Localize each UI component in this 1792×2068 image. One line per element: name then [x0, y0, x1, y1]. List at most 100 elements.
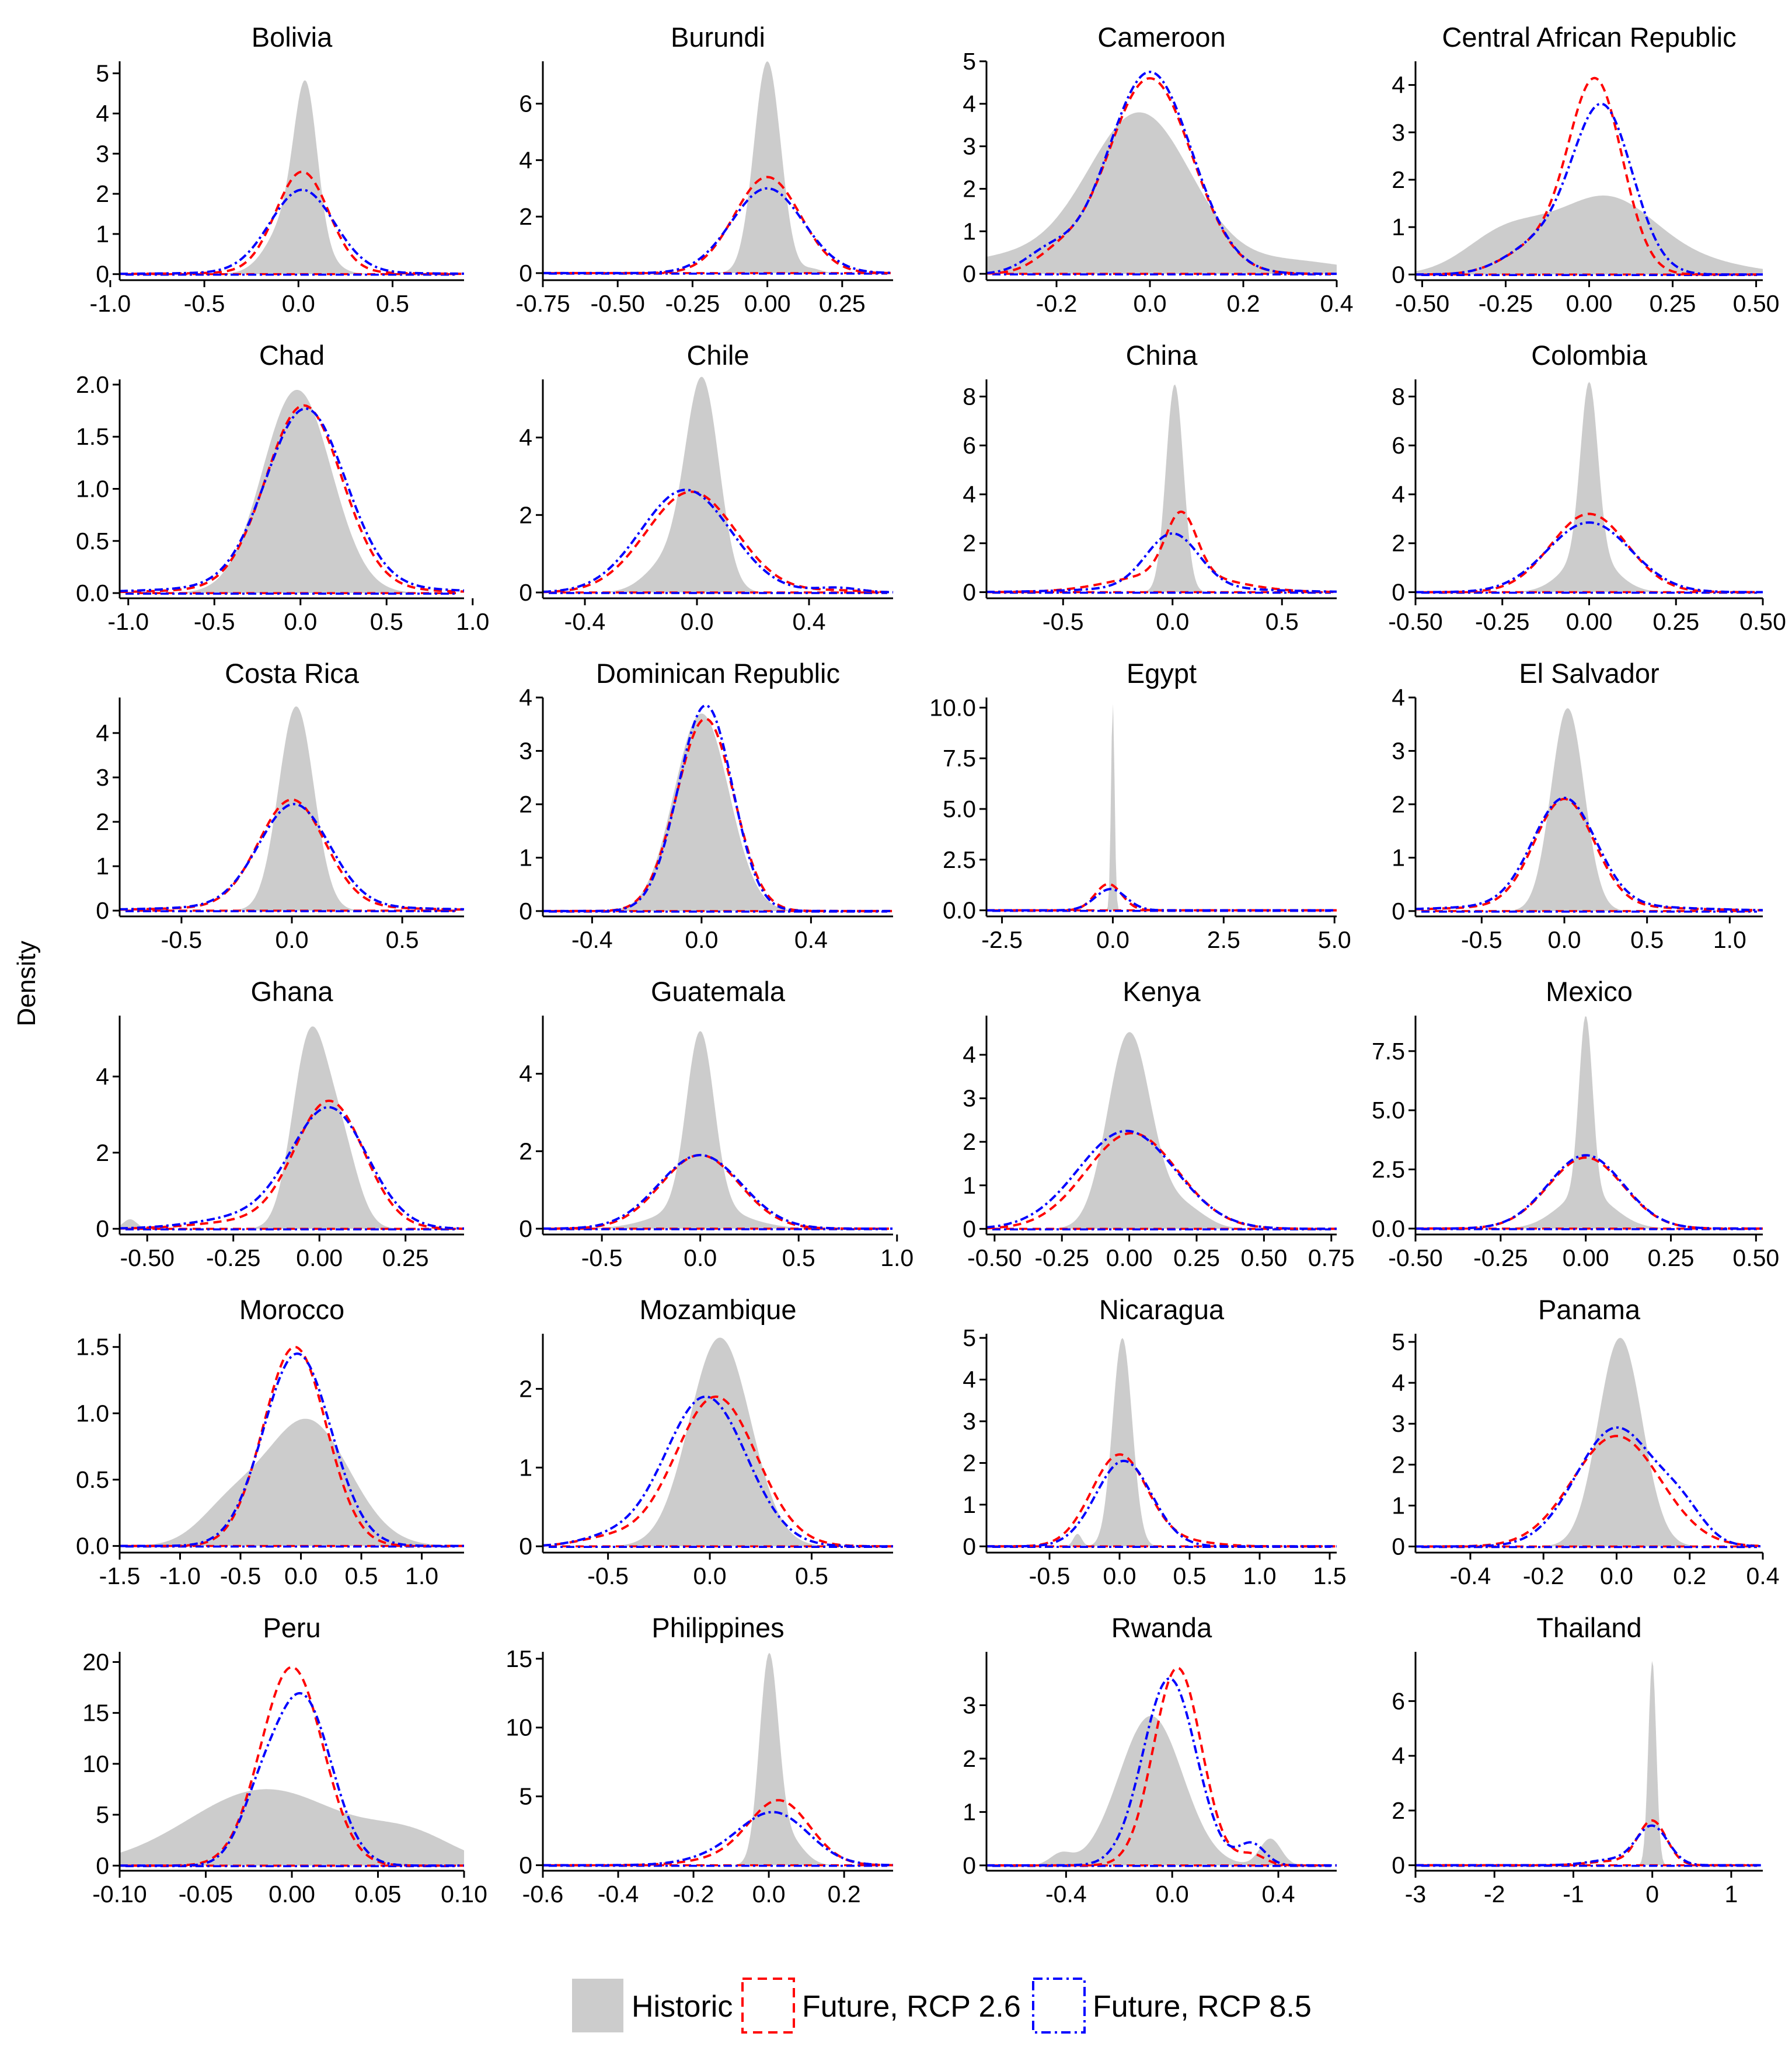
- x-tick-label: 0.50: [1739, 608, 1786, 635]
- x-tick-label: 0.5: [1173, 1563, 1207, 1589]
- panel-title: China: [1126, 340, 1198, 371]
- x-tick-label: 0.4: [1262, 1881, 1295, 1907]
- panel-title: Morocco: [239, 1294, 344, 1325]
- panel-title: Chad: [259, 340, 325, 371]
- rcp85-line: [543, 704, 893, 912]
- historic-area: [986, 384, 1337, 592]
- x-tick-label: 0.00: [296, 1244, 343, 1271]
- historic-area: [1416, 1016, 1763, 1229]
- x-tick-label: -0.50: [967, 1244, 1021, 1271]
- y-tick-label: 1.0: [76, 1400, 109, 1427]
- legend-key-rcp85: [1032, 1978, 1086, 2034]
- rcp85-line: [542, 489, 894, 594]
- y-tick-label: 0: [96, 261, 109, 288]
- x-tick-label: 0.5: [795, 1563, 828, 1589]
- y-tick-label: 2.0: [76, 371, 109, 398]
- x-tick-label: 0.0: [276, 926, 309, 953]
- rcp85-line: [986, 1129, 1337, 1230]
- y-tick-label: 3: [1392, 737, 1405, 764]
- panel-title: Philippines: [651, 1612, 784, 1643]
- panel-3: Central African Republic 0 1 2 3 4 -0.50 -0.25 0…: [1392, 22, 1779, 317]
- x-tick-label: 0.0: [1103, 1563, 1136, 1589]
- y-tick-label: 2: [963, 1745, 976, 1772]
- y-tick-label: 15: [82, 1700, 109, 1727]
- x-tick-label: -0.4: [598, 1881, 639, 1907]
- y-tick-label: 0: [963, 1533, 976, 1560]
- y-tick-label: 0: [519, 1533, 532, 1560]
- historic-area: [1416, 1338, 1763, 1547]
- x-tick-label: -2: [1484, 1881, 1505, 1907]
- y-tick-label: 0.0: [1372, 1215, 1405, 1242]
- y-tick-label: 0: [519, 579, 532, 606]
- y-tick-label: 1: [963, 218, 976, 245]
- rcp85-line: [543, 187, 894, 274]
- x-tick-label: 1: [1725, 1881, 1738, 1907]
- rcp26-line: [543, 176, 893, 274]
- historic-area: [543, 1337, 893, 1547]
- y-tick-label: 0: [519, 1852, 532, 1879]
- y-tick-label: 0: [963, 579, 976, 606]
- rcp85-line: [1416, 1154, 1763, 1230]
- panel-title: Mexico: [1546, 976, 1633, 1007]
- panel-title: Central African Republic: [1442, 22, 1736, 53]
- panel-23: Thailand 0 2 4 6 -3 -2 -1 0 1: [1392, 1612, 1763, 1907]
- historic-area: [986, 1715, 1337, 1865]
- panel-5: Chile 0 2 4 -0.4 0.0 0.4: [519, 340, 894, 635]
- rcp85-line: [119, 407, 465, 592]
- x-tick-label: 0.25: [1173, 1244, 1220, 1271]
- x-tick-label: 0.0: [1156, 608, 1189, 635]
- rcp26-line: [120, 404, 465, 594]
- y-tick-label: 4: [1392, 1742, 1405, 1769]
- historic-area: [120, 389, 464, 594]
- x-tick-label: 0.00: [269, 1881, 315, 1907]
- x-tick-label: -0.2: [1036, 290, 1078, 317]
- panel-1: Burundi 0 2 4 6 -0.75 -0.50 -0.25 0.00 0.25: [515, 22, 894, 317]
- x-tick-label: -0.2: [673, 1881, 714, 1907]
- y-tick-label: 2: [963, 175, 976, 202]
- historic-area: [1416, 196, 1763, 275]
- y-tick-label: 2.5: [1372, 1156, 1405, 1183]
- x-tick-label: 0.2: [828, 1881, 861, 1907]
- y-tick-label: 7.5: [943, 745, 976, 772]
- y-tick-label: 4: [96, 1063, 109, 1090]
- y-axis-label: Density: [12, 941, 41, 1027]
- x-tick-label: -0.50: [1388, 608, 1442, 635]
- y-tick-label: 3: [963, 1692, 976, 1718]
- x-tick-label: -0.6: [522, 1881, 564, 1907]
- y-tick-label: 3: [963, 1408, 976, 1435]
- x-tick-label: -1.0: [107, 608, 149, 635]
- rcp26-line: [1415, 797, 1763, 912]
- y-tick-label: 2: [519, 1138, 532, 1164]
- x-tick-label: -0.4: [564, 608, 606, 635]
- rcp85-line: [1415, 797, 1763, 912]
- rcp85-line: [542, 1395, 893, 1548]
- x-tick-label: 0.0: [1600, 1563, 1633, 1589]
- rcp26-line: [986, 77, 1337, 275]
- rcp85-line: [543, 1811, 893, 1867]
- historic-area: [986, 1338, 1337, 1547]
- y-tick-label: 3: [96, 764, 109, 791]
- y-tick-label: 10.0: [929, 694, 976, 721]
- x-tick-label: -0.25: [1035, 1244, 1089, 1271]
- y-tick-label: 0: [963, 1852, 976, 1879]
- x-tick-label: -0.75: [515, 290, 570, 317]
- y-tick-label: 1.0: [76, 476, 109, 503]
- rcp26-line: [543, 1799, 893, 1867]
- y-tick-label: 8: [963, 383, 976, 410]
- legend: Historic Future, RCP 2.6 Future, RCP 8.5: [572, 1978, 1312, 2034]
- y-tick-label: 1: [1392, 1492, 1405, 1519]
- x-tick-label: 0.0: [284, 1563, 318, 1589]
- y-tick-label: 6: [1392, 432, 1405, 459]
- x-tick-label: 0.25: [382, 1244, 429, 1271]
- panel-7: Colombia 0 2 4 6 8 -0.50 -0.25 0.00 0.25 0.50: [1388, 340, 1786, 635]
- x-tick-label: -0.25: [1479, 290, 1533, 317]
- panel-title: Burundi: [671, 22, 765, 53]
- y-tick-label: 1.5: [76, 1334, 109, 1361]
- historic-area: [543, 1652, 893, 1865]
- legend-key-historic: [572, 1979, 623, 2032]
- x-tick-label: 0.0: [752, 1881, 786, 1907]
- y-tick-label: 1: [519, 844, 532, 871]
- x-tick-label: 5.0: [1318, 926, 1351, 953]
- x-tick-label: -0.05: [179, 1881, 233, 1907]
